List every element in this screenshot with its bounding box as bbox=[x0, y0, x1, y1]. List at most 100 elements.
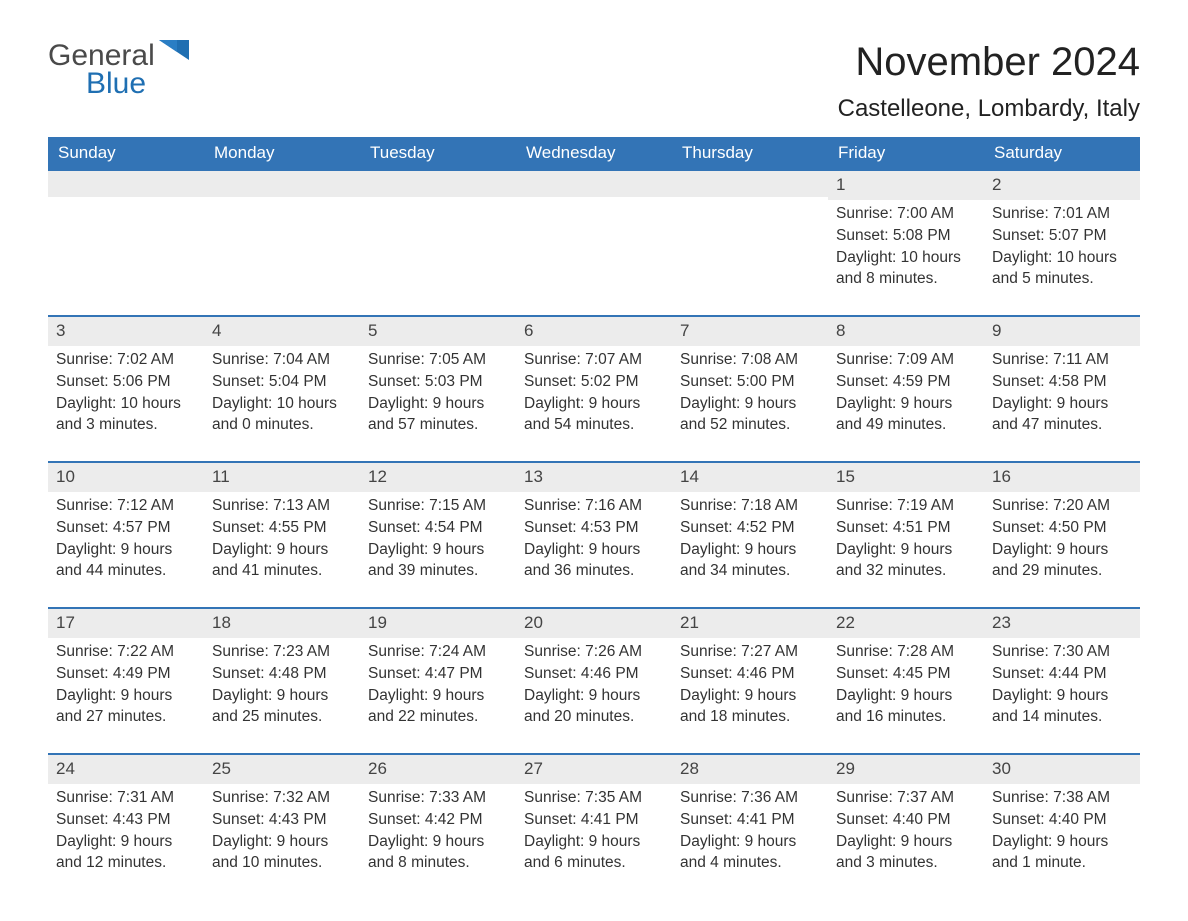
calendar: SundayMondayTuesdayWednesdayThursdayFrid… bbox=[48, 137, 1140, 881]
sunrise-line: Sunrise: 7:02 AM bbox=[56, 350, 196, 371]
sunrise-line: Sunrise: 7:26 AM bbox=[524, 642, 664, 663]
day-number: 4 bbox=[204, 317, 360, 346]
day-body: Sunrise: 7:09 AMSunset: 4:59 PMDaylight:… bbox=[828, 346, 984, 441]
day-body: Sunrise: 7:11 AMSunset: 4:58 PMDaylight:… bbox=[984, 346, 1140, 441]
sunrise-line: Sunrise: 7:04 AM bbox=[212, 350, 352, 371]
daylight-line: Daylight: 9 hours and 34 minutes. bbox=[680, 540, 820, 582]
day-number: 30 bbox=[984, 755, 1140, 784]
day-body: Sunrise: 7:33 AMSunset: 4:42 PMDaylight:… bbox=[360, 784, 516, 879]
day-body: Sunrise: 7:00 AMSunset: 5:08 PMDaylight:… bbox=[828, 200, 984, 295]
sunset-line: Sunset: 4:53 PM bbox=[524, 518, 664, 539]
day-number: 13 bbox=[516, 463, 672, 492]
day-body: Sunrise: 7:08 AMSunset: 5:00 PMDaylight:… bbox=[672, 346, 828, 441]
weekday-header-saturday: Saturday bbox=[984, 137, 1140, 169]
weekday-header-thursday: Thursday bbox=[672, 137, 828, 169]
day-number: 3 bbox=[48, 317, 204, 346]
empty-day-cell bbox=[516, 171, 672, 297]
day-number: 15 bbox=[828, 463, 984, 492]
day-body: Sunrise: 7:30 AMSunset: 4:44 PMDaylight:… bbox=[984, 638, 1140, 733]
day-number: 22 bbox=[828, 609, 984, 638]
sunrise-line: Sunrise: 7:00 AM bbox=[836, 204, 976, 225]
week-row: 17Sunrise: 7:22 AMSunset: 4:49 PMDayligh… bbox=[48, 607, 1140, 735]
day-number: 18 bbox=[204, 609, 360, 638]
daylight-line: Daylight: 9 hours and 4 minutes. bbox=[680, 832, 820, 874]
daylight-line: Daylight: 10 hours and 8 minutes. bbox=[836, 248, 976, 290]
day-cell: 30Sunrise: 7:38 AMSunset: 4:40 PMDayligh… bbox=[984, 755, 1140, 881]
sunrise-line: Sunrise: 7:22 AM bbox=[56, 642, 196, 663]
day-cell: 9Sunrise: 7:11 AMSunset: 4:58 PMDaylight… bbox=[984, 317, 1140, 443]
day-cell: 6Sunrise: 7:07 AMSunset: 5:02 PMDaylight… bbox=[516, 317, 672, 443]
daylight-line: Daylight: 9 hours and 3 minutes. bbox=[836, 832, 976, 874]
daylight-line: Daylight: 10 hours and 3 minutes. bbox=[56, 394, 196, 436]
day-body: Sunrise: 7:13 AMSunset: 4:55 PMDaylight:… bbox=[204, 492, 360, 587]
day-number: 6 bbox=[516, 317, 672, 346]
day-cell: 12Sunrise: 7:15 AMSunset: 4:54 PMDayligh… bbox=[360, 463, 516, 589]
day-cell: 21Sunrise: 7:27 AMSunset: 4:46 PMDayligh… bbox=[672, 609, 828, 735]
day-cell: 2Sunrise: 7:01 AMSunset: 5:07 PMDaylight… bbox=[984, 171, 1140, 297]
sunrise-line: Sunrise: 7:01 AM bbox=[992, 204, 1132, 225]
day-number: 28 bbox=[672, 755, 828, 784]
top-bar: General Blue November 2024 Castelleone, … bbox=[48, 40, 1140, 123]
logo: General Blue bbox=[48, 40, 189, 99]
empty-day-bar bbox=[204, 171, 360, 197]
day-cell: 29Sunrise: 7:37 AMSunset: 4:40 PMDayligh… bbox=[828, 755, 984, 881]
sunset-line: Sunset: 4:46 PM bbox=[680, 664, 820, 685]
daylight-line: Daylight: 9 hours and 27 minutes. bbox=[56, 686, 196, 728]
daylight-line: Daylight: 9 hours and 1 minute. bbox=[992, 832, 1132, 874]
empty-day-cell bbox=[204, 171, 360, 297]
logo-flag-icon bbox=[159, 40, 189, 65]
week-row: 3Sunrise: 7:02 AMSunset: 5:06 PMDaylight… bbox=[48, 315, 1140, 443]
daylight-line: Daylight: 10 hours and 5 minutes. bbox=[992, 248, 1132, 290]
day-body: Sunrise: 7:19 AMSunset: 4:51 PMDaylight:… bbox=[828, 492, 984, 587]
day-number: 10 bbox=[48, 463, 204, 492]
day-cell: 24Sunrise: 7:31 AMSunset: 4:43 PMDayligh… bbox=[48, 755, 204, 881]
day-body: Sunrise: 7:16 AMSunset: 4:53 PMDaylight:… bbox=[516, 492, 672, 587]
weekday-header-tuesday: Tuesday bbox=[360, 137, 516, 169]
day-number: 21 bbox=[672, 609, 828, 638]
sunset-line: Sunset: 5:03 PM bbox=[368, 372, 508, 393]
daylight-line: Daylight: 9 hours and 32 minutes. bbox=[836, 540, 976, 582]
sunset-line: Sunset: 4:40 PM bbox=[836, 810, 976, 831]
day-number: 12 bbox=[360, 463, 516, 492]
sunrise-line: Sunrise: 7:24 AM bbox=[368, 642, 508, 663]
sunset-line: Sunset: 5:06 PM bbox=[56, 372, 196, 393]
sunset-line: Sunset: 4:47 PM bbox=[368, 664, 508, 685]
day-body: Sunrise: 7:38 AMSunset: 4:40 PMDaylight:… bbox=[984, 784, 1140, 879]
day-number: 14 bbox=[672, 463, 828, 492]
day-cell: 23Sunrise: 7:30 AMSunset: 4:44 PMDayligh… bbox=[984, 609, 1140, 735]
weekday-header-wednesday: Wednesday bbox=[516, 137, 672, 169]
day-body: Sunrise: 7:24 AMSunset: 4:47 PMDaylight:… bbox=[360, 638, 516, 733]
day-cell: 13Sunrise: 7:16 AMSunset: 4:53 PMDayligh… bbox=[516, 463, 672, 589]
sunset-line: Sunset: 4:46 PM bbox=[524, 664, 664, 685]
daylight-line: Daylight: 9 hours and 29 minutes. bbox=[992, 540, 1132, 582]
day-number: 9 bbox=[984, 317, 1140, 346]
day-body: Sunrise: 7:01 AMSunset: 5:07 PMDaylight:… bbox=[984, 200, 1140, 295]
sunset-line: Sunset: 4:41 PM bbox=[680, 810, 820, 831]
daylight-line: Daylight: 9 hours and 41 minutes. bbox=[212, 540, 352, 582]
sunrise-line: Sunrise: 7:19 AM bbox=[836, 496, 976, 517]
month-title: November 2024 bbox=[838, 40, 1140, 85]
day-number: 24 bbox=[48, 755, 204, 784]
weekday-header-row: SundayMondayTuesdayWednesdayThursdayFrid… bbox=[48, 137, 1140, 169]
empty-day-bar bbox=[360, 171, 516, 197]
empty-day-bar bbox=[48, 171, 204, 197]
sunrise-line: Sunrise: 7:28 AM bbox=[836, 642, 976, 663]
day-cell: 22Sunrise: 7:28 AMSunset: 4:45 PMDayligh… bbox=[828, 609, 984, 735]
daylight-line: Daylight: 9 hours and 8 minutes. bbox=[368, 832, 508, 874]
day-number: 26 bbox=[360, 755, 516, 784]
sunrise-line: Sunrise: 7:32 AM bbox=[212, 788, 352, 809]
sunrise-line: Sunrise: 7:12 AM bbox=[56, 496, 196, 517]
weekday-header-sunday: Sunday bbox=[48, 137, 204, 169]
daylight-line: Daylight: 9 hours and 39 minutes. bbox=[368, 540, 508, 582]
empty-day-cell bbox=[360, 171, 516, 297]
day-number: 20 bbox=[516, 609, 672, 638]
day-cell: 27Sunrise: 7:35 AMSunset: 4:41 PMDayligh… bbox=[516, 755, 672, 881]
day-body: Sunrise: 7:35 AMSunset: 4:41 PMDaylight:… bbox=[516, 784, 672, 879]
sunrise-line: Sunrise: 7:33 AM bbox=[368, 788, 508, 809]
sunset-line: Sunset: 4:44 PM bbox=[992, 664, 1132, 685]
day-cell: 17Sunrise: 7:22 AMSunset: 4:49 PMDayligh… bbox=[48, 609, 204, 735]
day-number: 25 bbox=[204, 755, 360, 784]
daylight-line: Daylight: 9 hours and 47 minutes. bbox=[992, 394, 1132, 436]
daylight-line: Daylight: 9 hours and 22 minutes. bbox=[368, 686, 508, 728]
day-number: 11 bbox=[204, 463, 360, 492]
